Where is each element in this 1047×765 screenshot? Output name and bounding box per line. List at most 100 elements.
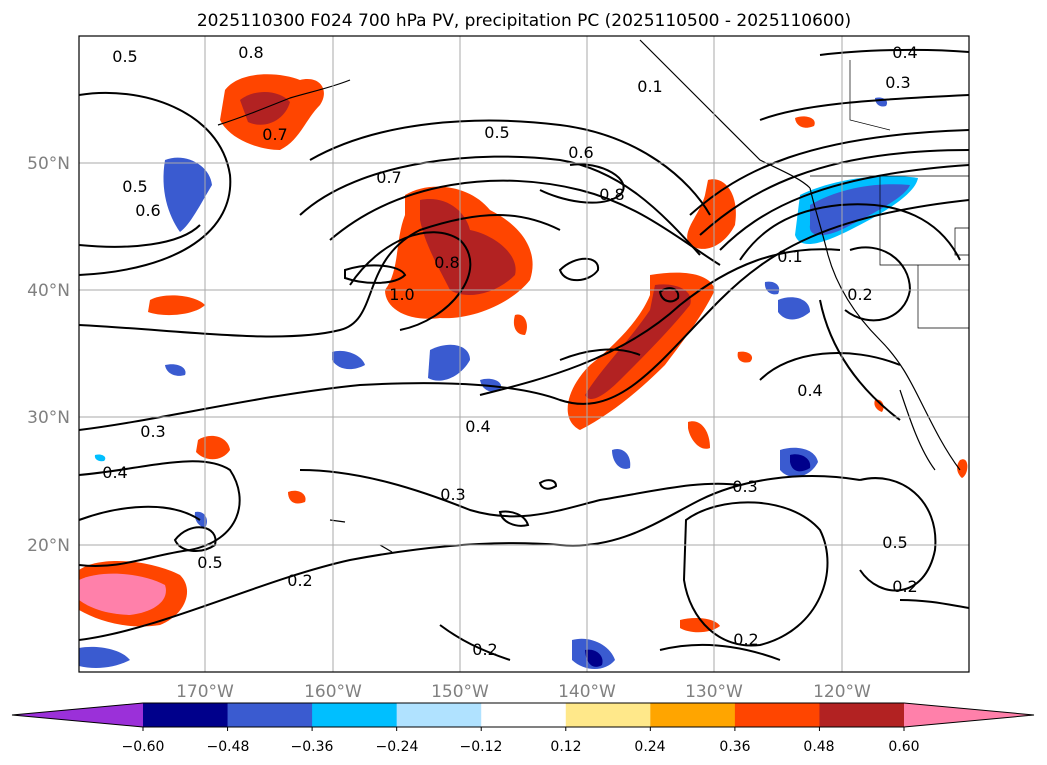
pv-contour xyxy=(299,155,701,256)
pv-contour xyxy=(658,287,680,303)
lon-label: 150°W xyxy=(431,682,489,702)
pv-contour xyxy=(79,224,201,248)
pv-contour xyxy=(538,479,558,490)
border xyxy=(849,60,891,131)
contour-label: 0.3 xyxy=(140,422,165,441)
colorbar-label: 0.12 xyxy=(550,739,581,755)
pv-contour xyxy=(79,460,241,567)
lat-label: 50°N xyxy=(27,154,70,174)
precip-field xyxy=(957,459,968,478)
border xyxy=(879,176,969,266)
map-background xyxy=(79,36,969,672)
precip-field xyxy=(288,490,306,504)
pv-contour xyxy=(498,510,530,527)
precip-field xyxy=(194,511,207,528)
contour-label: 0.6 xyxy=(568,143,593,162)
precip-field xyxy=(332,350,365,370)
coastline xyxy=(379,544,393,553)
pv-contour xyxy=(558,257,600,282)
contour-label: 0.8 xyxy=(599,185,624,204)
lon-label: 140°W xyxy=(558,682,616,702)
pv-contour xyxy=(479,248,841,396)
coastline xyxy=(809,187,961,471)
precip-field xyxy=(79,646,130,668)
colorbar-segment xyxy=(143,703,229,727)
colorbar-segment xyxy=(734,703,820,727)
precip-field xyxy=(795,116,815,128)
precip-field xyxy=(513,314,527,335)
pv-contour xyxy=(699,149,969,236)
lon-labels: 170°W 160°W 150°W 140°W 130°W 120°W xyxy=(176,682,871,702)
precip-field xyxy=(790,454,811,472)
pv-contour xyxy=(79,91,232,276)
border xyxy=(917,265,969,329)
colorbar-extend-high xyxy=(904,703,1034,727)
contour-label: 0.8 xyxy=(238,43,263,62)
contour-label: 0.4 xyxy=(465,417,490,436)
contour-label: 0.3 xyxy=(732,477,757,496)
colorbar-label: −0.36 xyxy=(291,739,334,755)
precip-field xyxy=(148,295,205,316)
contour-label: 0.5 xyxy=(112,47,137,66)
contour-label: 0.7 xyxy=(376,168,401,187)
colorbar-ticks xyxy=(142,727,905,731)
borders xyxy=(810,60,969,329)
precip-field xyxy=(94,454,106,462)
colorbar-segment xyxy=(819,703,905,727)
pv-contour xyxy=(739,203,961,261)
colorbar-label: 0.48 xyxy=(803,739,834,755)
pv-contour xyxy=(539,163,625,204)
lon-label: 160°W xyxy=(304,682,362,702)
colorbar-label: 0.60 xyxy=(888,739,919,755)
pv-contour xyxy=(759,352,901,381)
pv-contour xyxy=(79,475,861,641)
lat-labels: 50°N 40°N 30°N 20°N xyxy=(27,154,70,556)
precip-field xyxy=(79,573,166,615)
lon-label: 170°W xyxy=(176,682,234,702)
contour-label: 1.0 xyxy=(389,285,414,304)
colorbar-label: 0.24 xyxy=(634,739,665,755)
coastlines xyxy=(217,39,961,553)
map-panel: 0.5 0.8 0.4 0.3 0.1 0.7 0.5 0.6 0.7 0.5 … xyxy=(78,35,970,673)
pv-contour xyxy=(309,119,711,216)
pv-contour xyxy=(819,299,901,421)
precip-field xyxy=(778,297,810,320)
pv-contours xyxy=(79,48,969,661)
colorbar-segment xyxy=(396,703,482,727)
contour-label: 0.5 xyxy=(197,553,222,572)
lat-label: 30°N xyxy=(27,408,70,428)
precip-field xyxy=(163,157,212,232)
colorbar-segment xyxy=(565,703,651,727)
pv-contour xyxy=(759,94,969,121)
contour-label: 0.2 xyxy=(892,577,917,596)
colorbar-label: −0.48 xyxy=(207,739,250,755)
pv-contour xyxy=(329,179,721,266)
contour-label: 0.5 xyxy=(122,177,147,196)
lon-label: 130°W xyxy=(685,682,743,702)
figure-title: 2025110300 F024 700 hPa PV, precipitatio… xyxy=(197,11,851,31)
pv-contour xyxy=(819,48,969,56)
contour-label: 0.7 xyxy=(262,125,287,144)
precip-field xyxy=(165,364,186,376)
contour-label: 0.1 xyxy=(637,77,662,96)
colorbar-label: −0.24 xyxy=(376,739,419,755)
gridlines xyxy=(79,36,969,672)
pv-contour xyxy=(659,643,781,661)
contour-label: 0.2 xyxy=(847,285,872,304)
contour-label: 0.2 xyxy=(472,640,497,659)
colorbar-label: −0.12 xyxy=(460,739,503,755)
colorbar-segment xyxy=(312,703,398,727)
pv-contour xyxy=(559,348,641,361)
colorbar-segment xyxy=(227,703,313,727)
contour-label: 0.5 xyxy=(882,533,907,552)
precip-field xyxy=(737,351,753,363)
precip-negative-fields xyxy=(79,97,918,669)
pv-contour xyxy=(299,469,741,518)
precip-field xyxy=(688,421,710,449)
pv-contour xyxy=(79,214,561,338)
pv-contour xyxy=(719,164,969,251)
coastline xyxy=(639,39,811,189)
contour-labels: 0.5 0.8 0.4 0.3 0.1 0.7 0.5 0.6 0.7 0.5 … xyxy=(102,43,917,659)
pv-contour xyxy=(859,477,937,592)
